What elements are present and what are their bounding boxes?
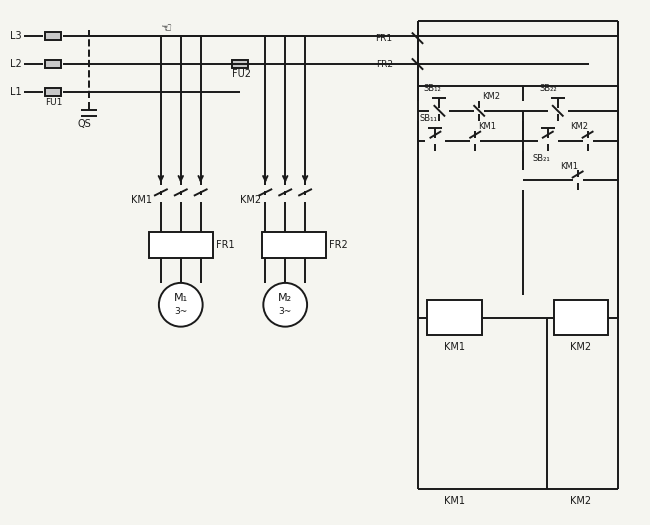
Bar — [263, 232, 326, 258]
Text: FU1: FU1 — [46, 98, 63, 107]
Bar — [233, 60, 248, 68]
Text: L1: L1 — [10, 87, 21, 97]
Bar — [554, 300, 608, 334]
Text: SB₁₂: SB₁₂ — [424, 85, 441, 93]
Text: KM2: KM2 — [482, 92, 500, 101]
Text: QS: QS — [77, 119, 91, 129]
Text: KM2: KM2 — [569, 122, 588, 131]
Text: L3: L3 — [10, 31, 21, 41]
Text: FR2: FR2 — [376, 59, 393, 69]
Text: KM1: KM1 — [444, 496, 465, 506]
Text: SB₂₂: SB₂₂ — [540, 85, 558, 93]
Text: KM1: KM1 — [478, 122, 496, 131]
Text: KM1: KM1 — [560, 162, 578, 171]
Bar — [149, 232, 213, 258]
Text: KM2: KM2 — [570, 496, 592, 506]
Bar — [428, 300, 482, 334]
Text: SB₂₁: SB₂₁ — [533, 154, 551, 163]
Text: FR2: FR2 — [329, 240, 348, 250]
Bar — [46, 88, 61, 96]
Text: FU2: FU2 — [233, 69, 252, 79]
Text: KM2: KM2 — [240, 195, 261, 205]
Text: M₂: M₂ — [278, 293, 292, 303]
Text: ☜: ☜ — [161, 22, 172, 35]
Text: SB₁₁: SB₁₁ — [419, 114, 437, 123]
Circle shape — [159, 283, 203, 327]
Bar — [46, 60, 61, 68]
Text: 3~: 3~ — [279, 307, 292, 316]
Text: KM1: KM1 — [131, 195, 152, 205]
Text: KM1: KM1 — [444, 342, 465, 352]
Text: L2: L2 — [10, 59, 21, 69]
Text: KM2: KM2 — [570, 342, 592, 352]
Text: M₁: M₁ — [174, 293, 188, 303]
Text: FR1: FR1 — [216, 240, 234, 250]
Bar — [46, 32, 61, 40]
Text: FR1: FR1 — [376, 34, 393, 43]
Text: 3~: 3~ — [174, 307, 187, 316]
Circle shape — [263, 283, 307, 327]
